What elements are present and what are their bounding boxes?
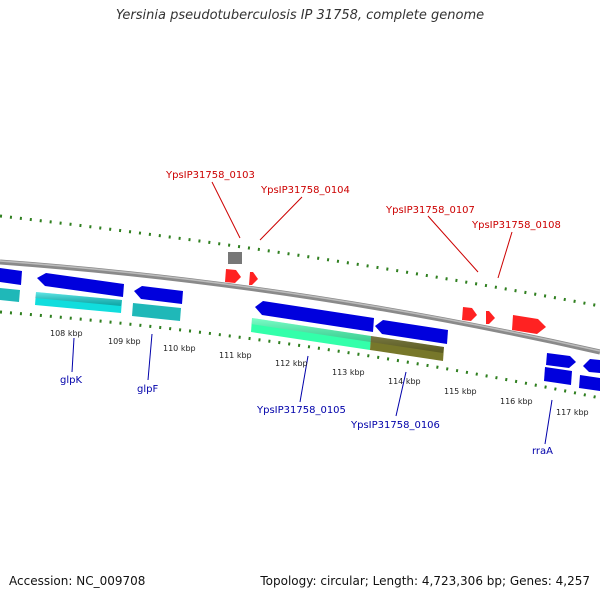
feature-label: glpF: [137, 384, 158, 395]
cds-feature: [579, 375, 600, 391]
pseudogene-feature: [228, 252, 242, 264]
gene-feature: [546, 353, 576, 368]
cds-gloss: [35, 292, 122, 306]
cds-features: [0, 288, 600, 391]
kbp-label: 114 kbp: [388, 377, 421, 386]
kbp-label: 117 kbp: [556, 408, 589, 417]
feature-label: rraA: [532, 446, 553, 457]
gene-feature: [134, 286, 183, 304]
feature-label: glpK: [60, 375, 82, 386]
rna-feature: [512, 315, 546, 334]
rna-labels: YpsIP31758_0103 YpsIP31758_0104 YpsIP317…: [165, 170, 561, 231]
cds-gloss: [251, 318, 444, 353]
feature-label: YpsIP31758_0108: [471, 220, 561, 231]
kbp-label: 111 kbp: [219, 351, 252, 360]
genome-summary: Topology: circular; Length: 4,723,306 bp…: [260, 574, 590, 588]
gene-feature: [255, 301, 374, 332]
kbp-label: 110 kbp: [163, 344, 196, 353]
gene-feature: [375, 320, 448, 344]
leader-line: [299, 355, 309, 403]
leader-line: [211, 181, 241, 239]
feature-label: YpsIP31758_0105: [256, 405, 346, 416]
feature-label: YpsIP31758_0103: [165, 170, 255, 181]
leader-line: [497, 231, 513, 279]
feature-label: YpsIP31758_0106: [350, 420, 440, 431]
rna-feature: [249, 272, 258, 285]
cds-feature: [0, 288, 20, 302]
rna-feature: [486, 311, 495, 324]
kbp-label: 115 kbp: [444, 387, 477, 396]
kbp-label: 112 kbp: [275, 359, 308, 368]
kbp-label: 109 kbp: [108, 337, 141, 346]
gene-feature: [583, 359, 600, 373]
leader-line: [395, 371, 407, 417]
gene-feature: [37, 273, 124, 297]
feature-label: YpsIP31758_0107: [385, 205, 475, 216]
map-title: Yersinia pseudotuberculosis IP 31758, co…: [115, 8, 485, 23]
rna-feature: [225, 269, 241, 283]
gene-feature: [0, 268, 22, 285]
leader-line: [147, 333, 153, 381]
rna-feature: [462, 307, 477, 321]
forward-genes: [0, 268, 600, 373]
backbone-highlight: [0, 260, 600, 352]
leader-lines: [71, 181, 553, 445]
rna-features: [225, 252, 546, 334]
feature-label: YpsIP31758_0104: [260, 185, 350, 196]
leader-line: [427, 215, 479, 273]
leader-line: [544, 399, 553, 445]
outer-tick-ring: [0, 214, 600, 308]
inner-tick-ring: [0, 310, 600, 400]
leader-line: [71, 337, 75, 373]
accession-text: Accession: NC_009708: [9, 574, 146, 588]
kbp-label: 116 kbp: [500, 397, 533, 406]
cds-feature: [544, 367, 572, 385]
kbp-label: 113 kbp: [332, 368, 365, 377]
kbp-label: 108 kbp: [50, 329, 83, 338]
cds-feature: [132, 303, 181, 321]
genome-backbone: [0, 259, 600, 355]
gene-labels: glpK glpF YpsIP31758_0105 YpsIP31758_010…: [60, 375, 553, 457]
leader-line: [259, 196, 303, 241]
kbp-labels: 108 kbp 109 kbp 110 kbp 111 kbp 112 kbp …: [50, 329, 589, 417]
